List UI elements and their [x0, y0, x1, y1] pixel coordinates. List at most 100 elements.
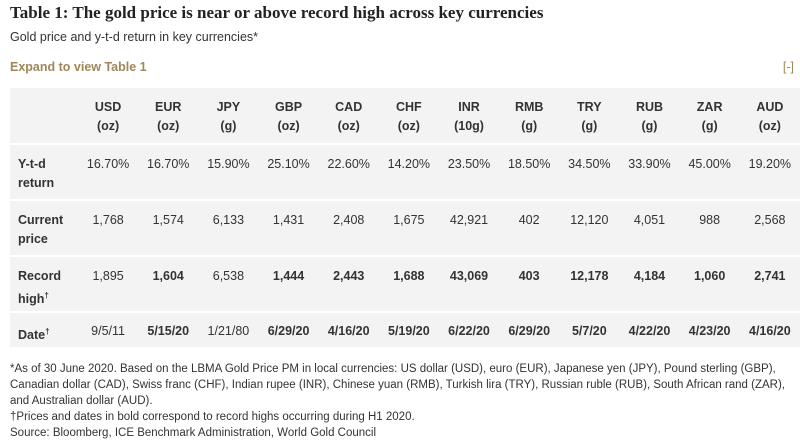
unit: (oz) — [758, 119, 781, 133]
cell: 1,574 — [138, 200, 199, 257]
expand-link[interactable]: Expand to view Table 1 — [10, 60, 147, 74]
cell: 1,688 — [378, 256, 439, 313]
cell: 25.10% — [258, 144, 319, 201]
column-header: RMB (g) — [499, 88, 560, 145]
unit: (g) — [521, 119, 538, 133]
cell: 12,178 — [559, 256, 620, 313]
cell: 16.70% — [78, 144, 139, 201]
column-header: RUB (g) — [619, 88, 680, 145]
unit: (oz) — [277, 119, 300, 133]
cell: 14.20% — [378, 144, 439, 201]
table-row: Current price 1,768 1,574 6,133 1,431 2,408 1,… — [10, 200, 800, 257]
unit: (oz) — [96, 119, 120, 133]
cell: 2,408 — [318, 200, 379, 257]
currency: RMB — [514, 100, 544, 114]
cell: 1,604 — [138, 256, 199, 313]
footnote-mark: † — [45, 327, 50, 336]
cell: 33.90% — [619, 144, 680, 201]
cell: 6/29/20 — [258, 312, 319, 349]
currency: TRY — [577, 100, 602, 114]
cell: 4/22/20 — [619, 312, 680, 349]
currency: CHF — [396, 100, 422, 114]
row-label-text: Record high — [18, 269, 62, 307]
cell: 43,069 — [438, 256, 500, 313]
cell: 23.50% — [438, 144, 500, 201]
cell: 2,741 — [739, 256, 800, 313]
cell: 4/16/20 — [318, 312, 379, 349]
footnote: †Prices and dates in bold correspond to … — [10, 411, 415, 423]
unit: (oz) — [337, 119, 360, 133]
cell: 1,060 — [679, 256, 740, 313]
column-header: GBP (oz) — [258, 88, 319, 145]
column-header: TRY (g) — [559, 88, 620, 145]
cell: 45.00% — [679, 144, 740, 201]
cell: 6,133 — [198, 200, 259, 257]
table-row: Record high† 1,895 1,604 6,538 1,444 2,443 1,6… — [10, 256, 800, 313]
column-header: EUR (oz) — [138, 88, 199, 145]
cell: 1/21/80 — [198, 312, 259, 349]
column-header: ZAR (g) — [679, 88, 740, 145]
column-header: AUD (oz) — [739, 88, 800, 145]
footnote-mark: † — [44, 291, 49, 300]
cell: 1,768 — [78, 200, 139, 257]
gold-table: USD (oz) EUR (oz) JPY (g) GBP (oz) CAD (oz) CHF (oz… — [10, 88, 800, 349]
cell: 1,431 — [258, 200, 319, 257]
currency: RUB — [635, 100, 664, 114]
cell: 22.60% — [318, 144, 379, 201]
cell: 6/22/20 — [438, 312, 500, 349]
cell: 402 — [499, 200, 560, 257]
cell: 5/19/20 — [378, 312, 439, 349]
unit: (oz) — [157, 119, 180, 133]
unit: (g) — [641, 119, 658, 133]
cell: 5/7/20 — [559, 312, 620, 349]
column-header: USD (oz) — [78, 88, 139, 145]
unit: (g) — [701, 119, 718, 133]
currency: CAD — [335, 100, 363, 114]
currency: GBP — [275, 100, 303, 114]
row-label-text: Date — [18, 328, 46, 343]
cell: 4,051 — [619, 200, 680, 257]
cell: 2,443 — [318, 256, 379, 313]
subtitle: Gold price and y-t-d return in key curre… — [10, 30, 259, 44]
cell: 6/29/20 — [499, 312, 560, 349]
cell: 1,675 — [378, 200, 439, 257]
cell: 12,120 — [559, 200, 620, 257]
column-header: CAD (oz) — [318, 88, 379, 145]
cell: 42,921 — [438, 200, 500, 257]
column-header: INR (10g) — [438, 88, 500, 145]
collapse-button[interactable]: [-] — [782, 60, 794, 74]
unit: (g) — [581, 119, 598, 133]
cell: 4,184 — [619, 256, 680, 313]
currency: USD — [94, 100, 122, 114]
cell: 34.50% — [559, 144, 620, 201]
footnote: *As of 30 June 2020. Based on the LBMA G… — [10, 363, 786, 407]
currency: ZAR — [696, 100, 723, 114]
table-row: Y-t-d return 16.70% 16.70% 15.90% 25.10% 22.6… — [10, 144, 800, 201]
unit: (10g) — [454, 119, 484, 133]
cell: 18.50% — [499, 144, 560, 201]
cell: 9/5/11 — [78, 312, 139, 349]
cell: 6,538 — [198, 256, 259, 313]
currency: JPY — [216, 100, 241, 114]
row-label: Record high† — [10, 256, 78, 313]
footnote: Source: Bloomberg, ICE Benchmark Adminis… — [10, 427, 377, 439]
cell: 1,895 — [78, 256, 139, 313]
unit: (oz) — [397, 119, 420, 133]
row-label: Date† — [10, 312, 78, 349]
cell: 19.20% — [739, 144, 800, 201]
title: Table 1: The gold price is near or above… — [10, 3, 544, 22]
row-label-text: Current price — [18, 213, 64, 246]
currency: INR — [458, 100, 480, 114]
corner-cell — [10, 88, 78, 145]
cell: 1,444 — [258, 256, 319, 313]
cell: 16.70% — [138, 144, 199, 201]
column-header: JPY (g) — [198, 88, 259, 145]
footnotes: *As of 30 June 2020. Based on the LBMA G… — [10, 361, 795, 441]
row-label: Current price — [10, 200, 78, 257]
header-row: USD (oz) EUR (oz) JPY (g) GBP (oz) CAD (oz) CHF (oz… — [10, 88, 800, 145]
cell: 4/23/20 — [679, 312, 740, 349]
cell: 988 — [679, 200, 740, 257]
row-label-text: Y-t-d return — [18, 157, 55, 190]
unit: (g) — [220, 119, 237, 133]
